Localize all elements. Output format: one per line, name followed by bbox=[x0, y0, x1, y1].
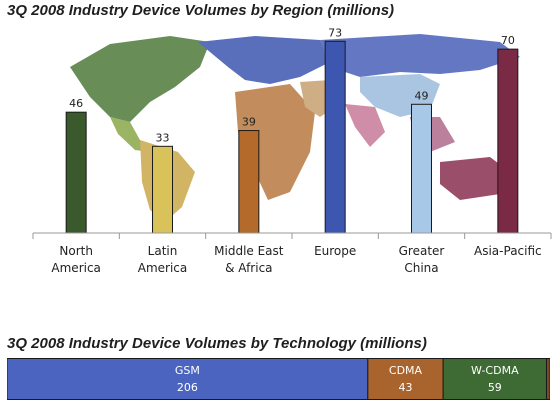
category-label: Greater bbox=[399, 244, 445, 258]
region-bar-chart: 46 33 39 73 49 70 North America Latin America Mid… bbox=[32, 26, 552, 275]
bar-value-label: 33 bbox=[156, 131, 170, 144]
stacked-segment bbox=[545, 358, 550, 400]
stacked-segment bbox=[442, 358, 547, 400]
segment-category-label: CDMA bbox=[389, 364, 423, 377]
bar bbox=[238, 130, 260, 234]
region-chart-title: 3Q 2008 Industry Device Volumes by Regio… bbox=[7, 2, 395, 19]
bar bbox=[65, 111, 87, 234]
bar-value-label: 39 bbox=[242, 116, 256, 129]
x-axis-ticks bbox=[32, 233, 552, 239]
category-label: & Africa bbox=[225, 261, 272, 275]
segment-category-label: GSM bbox=[175, 364, 200, 377]
segment-value-label: 59 bbox=[488, 381, 502, 394]
bars-layer: 46 33 39 73 49 70 bbox=[65, 26, 519, 234]
bar-value-label: 73 bbox=[328, 26, 342, 39]
category-label: Latin bbox=[148, 244, 178, 258]
category-label: Middle East bbox=[214, 244, 284, 258]
bar bbox=[497, 48, 519, 234]
segment-category-label: W-CDMA bbox=[471, 364, 519, 377]
bar-value-label: 49 bbox=[415, 89, 429, 102]
category-label: America bbox=[51, 261, 101, 275]
category-label: America bbox=[138, 261, 188, 275]
category-label: Europe bbox=[314, 244, 356, 258]
bar bbox=[152, 145, 173, 234]
stacked-segment bbox=[367, 358, 444, 400]
technology-chart-title: 3Q 2008 Industry Device Volumes by Techn… bbox=[7, 335, 427, 352]
category-label: China bbox=[404, 261, 438, 275]
segment-value-label: 206 bbox=[177, 381, 198, 394]
bar-value-label: 70 bbox=[501, 34, 515, 47]
bar-value-label: 46 bbox=[69, 97, 83, 110]
bar bbox=[411, 103, 432, 234]
world-map-background bbox=[70, 34, 520, 222]
technology-stacked-bar: GSM 206 CDMA 43 W-CDMA 59 bbox=[7, 358, 550, 400]
bar bbox=[324, 40, 346, 234]
segment-value-label: 43 bbox=[398, 381, 412, 394]
category-label: Asia-Pacific bbox=[474, 244, 542, 258]
category-labels: North America Latin America Middle East & Afr… bbox=[51, 244, 541, 275]
category-label: North bbox=[59, 244, 93, 258]
stacked-segment bbox=[7, 358, 369, 400]
